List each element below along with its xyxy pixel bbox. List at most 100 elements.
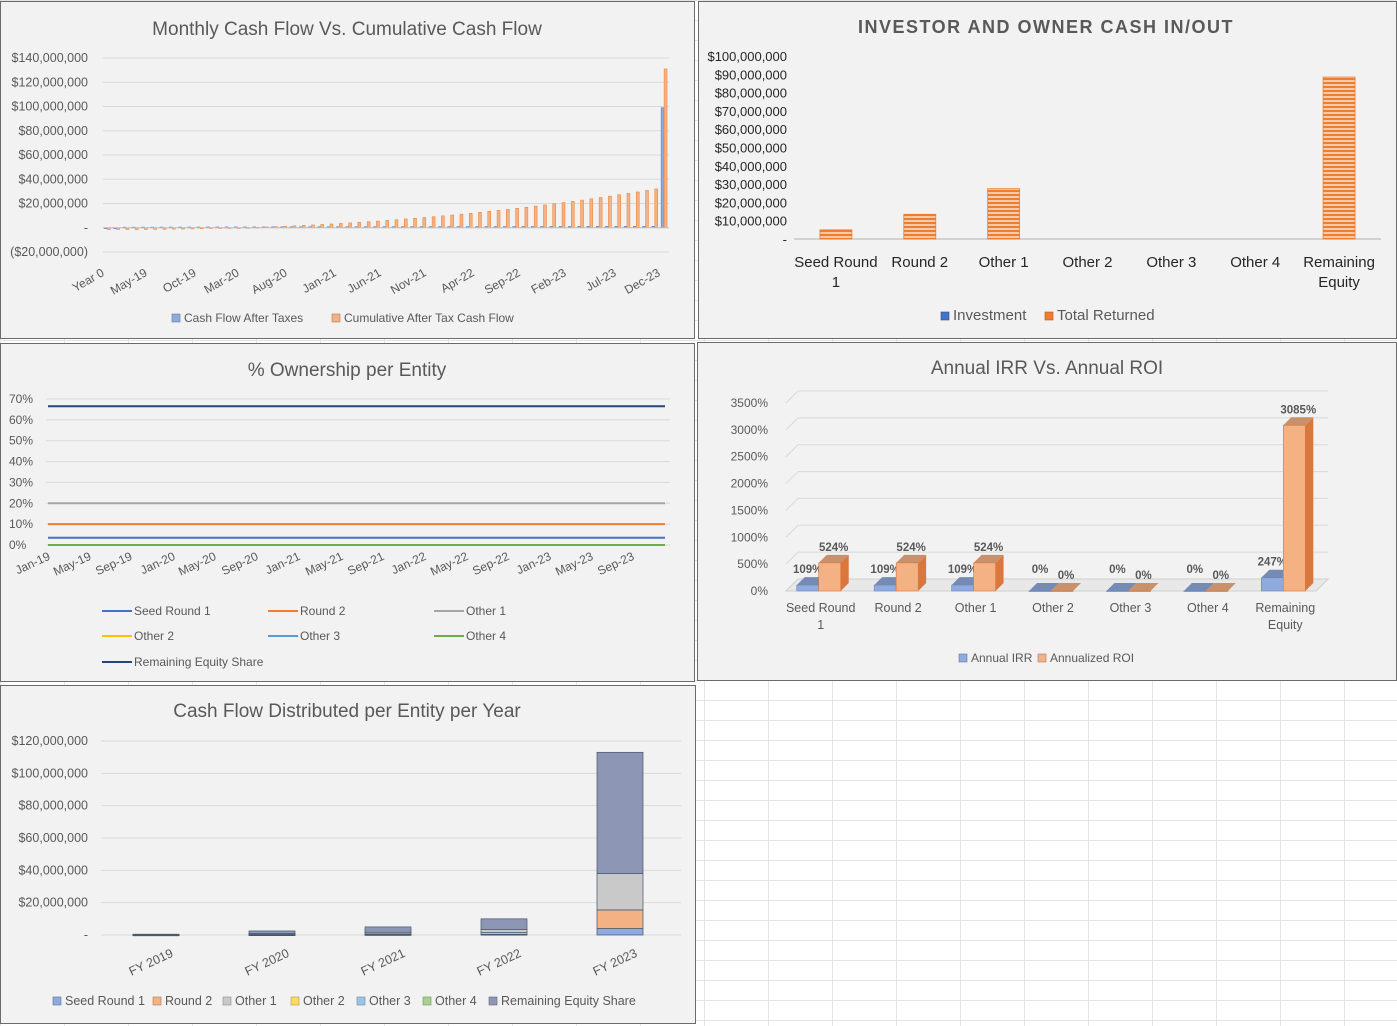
bar-cumulative — [506, 209, 510, 228]
bar-cumulative — [571, 201, 575, 229]
chart-title: % Ownership per Entity — [248, 360, 447, 381]
y-tick-label: $120,000,000 — [12, 734, 89, 748]
y-tick-label: 0% — [751, 584, 769, 598]
bar-cumulative — [441, 215, 445, 228]
bar-cumulative — [478, 212, 482, 229]
x-tick-label: FY 2023 — [591, 946, 640, 979]
bar-cumulative — [515, 208, 519, 229]
bar-annual-irr — [796, 584, 820, 592]
bar-top — [973, 554, 1004, 563]
x-tick-label: Sep-21 — [345, 549, 386, 578]
bar-cumulative — [543, 204, 547, 229]
stacked-bar-segment — [132, 933, 180, 936]
stacked-bar-segment — [480, 918, 528, 930]
bar-cumulative — [617, 194, 621, 228]
x-tick-label: Sep-19 — [93, 549, 134, 578]
bar-cumulative — [654, 188, 659, 228]
y-tick-label: 70% — [9, 392, 33, 406]
legend-label: Other 1 — [466, 604, 506, 618]
chart-ownership-per-entity[interactable]: % Ownership per Entity 0% 10% 20% 30% 40% 50%… — [0, 343, 695, 682]
legend-label: Seed Round 1 — [134, 604, 211, 618]
data-label: 0% — [1187, 564, 1204, 576]
bar-cumulative — [533, 205, 538, 228]
legend-label: Other 1 — [235, 994, 277, 1008]
bar-annual-irr — [1260, 577, 1284, 592]
data-label: 0% — [1213, 570, 1230, 582]
x-tick-label: Remaining — [1255, 601, 1315, 615]
x-tick-label: May-23 — [553, 549, 595, 579]
bar-top — [818, 554, 849, 563]
x-tick-label: FY 2022 — [475, 946, 524, 979]
bar-total-returned — [1322, 76, 1356, 240]
bar-cumulative — [329, 223, 334, 229]
data-label: 524% — [819, 542, 848, 554]
legend-label: Other 3 — [369, 994, 411, 1008]
data-label: 109% — [870, 564, 899, 576]
x-tick-label: Jan-23 — [514, 549, 553, 577]
chart-monthly-cash-flow[interactable]: Monthly Cash Flow Vs. Cumulative Cash Fl… — [0, 1, 695, 339]
y-tick-label: $100,000,000 — [707, 49, 787, 64]
x-tick-label: Round 2 — [891, 254, 948, 271]
x-tick-label: Round 2 — [875, 601, 922, 615]
x-tick-label: Oct-19 — [160, 265, 198, 295]
stacked-bar-segment — [596, 928, 644, 936]
bar-cumulative — [589, 198, 594, 229]
y-tick-label: - — [84, 221, 88, 235]
x-tick-label: May-19 — [51, 549, 93, 579]
gridline-depth — [785, 471, 799, 484]
y-tick-label: 0% — [9, 538, 27, 552]
legend-swatch — [1037, 653, 1047, 663]
data-label: 0% — [1058, 570, 1075, 582]
x-tick-label: Jan-22 — [389, 549, 428, 577]
legend-swatch — [958, 653, 968, 663]
legend-label: Cumulative After Tax Cash Flow — [344, 311, 514, 325]
chart-title: INVESTOR AND OWNER CASH IN/OUT — [858, 17, 1234, 37]
bar-cumulative — [431, 216, 436, 229]
bar-top — [1051, 583, 1081, 591]
data-label: 524% — [974, 542, 1003, 554]
legend-label: Remaining Equity Share — [134, 655, 264, 669]
legend-swatch — [940, 311, 950, 321]
chart-irr-vs-roi-svg: Annual IRR Vs. Annual ROI 0% 500% 1000% 150… — [731, 358, 1330, 665]
x-tick-label: FY 2019 — [127, 946, 176, 979]
chart-irr-vs-roi[interactable]: Annual IRR Vs. Annual ROI 0% 500% 1000% 150… — [697, 342, 1397, 681]
bar-total-returned — [819, 229, 853, 240]
chart-ownership-per-entity-svg: % Ownership per Entity 0% 10% 20% 30% 40% 50%… — [9, 360, 670, 669]
data-label: 0% — [1135, 570, 1152, 582]
y-tick-label: $10,000,000 — [715, 214, 787, 229]
x-tick-label: May-20 — [176, 549, 218, 579]
y-tick-label: $80,000,000 — [715, 86, 787, 101]
y-tick-label: $90,000,000 — [715, 67, 787, 82]
chart-investor-owner-cash[interactable]: INVESTOR AND OWNER CASH IN/OUT - $10,000,… — [698, 1, 1397, 339]
gridline-depth — [785, 551, 799, 565]
x-tick-label: Sep-22 — [470, 549, 511, 578]
y-tick-label: $120,000,000 — [12, 75, 89, 89]
chart-monthly-cash-flow-svg: Monthly Cash Flow Vs. Cumulative Cash Fl… — [10, 19, 669, 325]
bar-cumulative — [608, 195, 612, 229]
y-tick-label: 10% — [9, 517, 33, 531]
x-tick-label: 1 — [832, 274, 840, 291]
data-label: 3085% — [1280, 404, 1316, 416]
y-tick-label: $40,000,000 — [18, 172, 88, 186]
y-tick-label: 2500% — [731, 450, 769, 464]
gridline-depth — [785, 444, 799, 458]
chart-title: Monthly Cash Flow Vs. Cumulative Cash Fl… — [152, 19, 542, 40]
bar-side — [995, 554, 1004, 591]
bar-side — [840, 554, 849, 591]
data-label: 0% — [1109, 564, 1126, 576]
y-tick-label: 30% — [9, 475, 33, 489]
x-tick-label: Equity — [1318, 274, 1360, 291]
bar-cumulative — [645, 190, 649, 229]
legend-swatch — [222, 996, 232, 1006]
bar-cumulative — [366, 221, 371, 228]
x-tick-label: Remaining — [1303, 254, 1375, 271]
bar-annualized-roi — [1050, 590, 1074, 592]
bar-annualized-roi — [973, 562, 996, 592]
bar-annual-irr — [1028, 590, 1052, 592]
y-tick-label: $100,000,000 — [12, 766, 89, 780]
chart-cash-flow-distributed[interactable]: Cash Flow Distributed per Entity per Yea… — [0, 685, 696, 1024]
y-tick-label: $80,000,000 — [18, 799, 88, 813]
y-tick-label: $20,000,000 — [715, 195, 787, 210]
bar-top — [1029, 583, 1059, 591]
bar-side — [1305, 417, 1314, 591]
